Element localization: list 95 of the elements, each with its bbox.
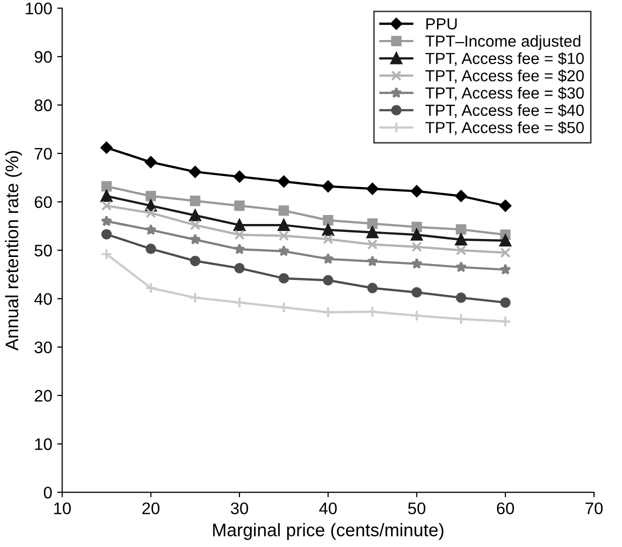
point [100,190,112,202]
point [412,287,422,298]
point [367,218,378,229]
point [322,253,334,264]
x-axis-title: Marginal price (cents/minute) [213,523,444,540]
point [456,292,466,303]
point [278,273,289,284]
y-tick-label: 70 [34,148,52,160]
point [322,180,334,192]
legend-label: TPT–Income adjusted [425,35,580,50]
point [499,200,512,212]
point [410,228,423,241]
point [189,234,201,245]
y-tick-label: 20 [34,390,52,402]
legend-label: TPT, Access fee = $10 [425,52,584,66]
y-tick-label: 30 [34,341,52,354]
point [322,306,334,318]
point [101,229,112,240]
point [456,224,466,235]
y-tick-label: 80 [34,99,52,112]
x-tick-label: 30 [230,502,248,514]
y-tick-label: 40 [34,293,52,305]
point [146,208,156,218]
point [410,310,423,322]
point [144,156,157,168]
point [189,166,202,178]
point [278,219,290,231]
point [100,248,112,260]
point [278,205,289,216]
point [189,209,202,222]
point [367,239,378,250]
point [500,247,511,258]
point [456,245,466,256]
x-tick-label: 10 [54,502,71,514]
point [500,264,512,275]
point [146,190,156,202]
point [101,181,112,192]
point [499,234,512,246]
point [455,261,467,272]
point [278,176,290,188]
point [455,234,467,246]
point [412,242,422,252]
point [500,297,511,308]
point [455,313,467,325]
point [278,301,290,314]
point [234,262,245,274]
y-tick-label: 50 [34,244,52,256]
point [234,243,246,254]
point [234,219,246,231]
point [100,142,112,154]
point [366,255,378,266]
point [190,256,200,266]
point [411,258,422,269]
point [455,190,468,202]
point [412,222,422,232]
x-tick-label: 20 [142,502,160,514]
y-tick-label: 10 [35,438,52,450]
point [322,275,334,286]
y-tick-label: 0 [44,486,52,499]
point [234,230,245,240]
y-tick-label: 100 [26,2,52,14]
y-axis-title: Annual retention rate (%) [5,151,22,351]
x-tick-label: 70 [586,502,603,514]
x-tick-label: 60 [496,502,514,514]
point [278,230,289,241]
point [190,220,200,230]
x-tick-label: 40 [319,502,337,514]
legend-label: TPT, Access fee = $40 [425,104,584,118]
point [234,296,246,308]
point [278,245,290,256]
point [499,316,512,328]
point [367,282,378,294]
legend-label: PPU [426,18,457,30]
point [190,196,200,206]
point [366,306,378,318]
legend-label: TPT, Access fee = $50 [425,121,584,136]
point [234,200,245,211]
point [410,185,423,198]
legend-label: TPT, Access fee = $20 [425,69,584,84]
point [100,215,112,226]
point [322,234,334,244]
y-tick-label: 90 [34,51,52,63]
x-tick-label: 50 [408,502,426,514]
point [234,170,246,183]
point [366,226,378,238]
point [322,224,334,236]
point [101,200,112,211]
y-tick-label: 60 [34,196,52,208]
point [189,292,202,304]
legend-label: TPT, Access fee = $30 [425,86,584,101]
point [145,224,157,235]
point [146,244,156,254]
point [144,282,157,294]
point [322,215,334,226]
point [366,182,378,195]
